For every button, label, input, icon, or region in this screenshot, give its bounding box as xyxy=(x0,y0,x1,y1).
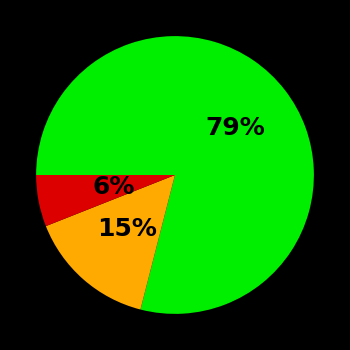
Wedge shape xyxy=(36,175,175,226)
Wedge shape xyxy=(46,175,175,309)
Text: 6%: 6% xyxy=(92,175,135,199)
Wedge shape xyxy=(36,36,314,314)
Text: 15%: 15% xyxy=(97,217,157,241)
Text: 79%: 79% xyxy=(205,116,265,140)
